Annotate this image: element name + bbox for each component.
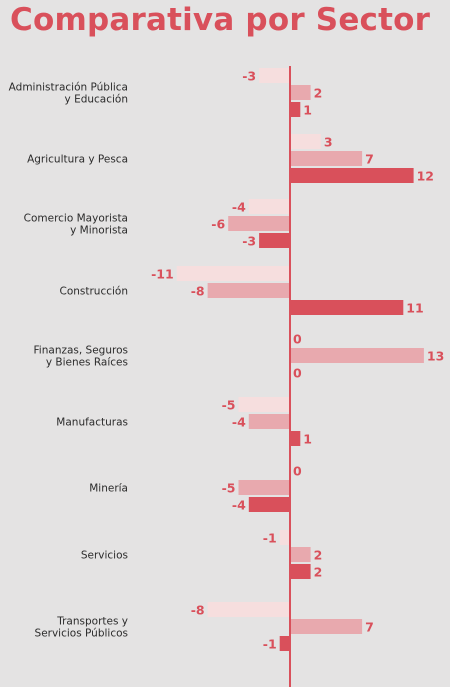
bar [290,547,311,562]
bar [279,636,290,651]
category-label: Servicios Públicos [35,628,128,640]
category-label: Transportes y [56,616,128,628]
bar [290,619,363,634]
bar [259,68,290,83]
bar [228,216,290,231]
bar [238,397,290,412]
category-label: y Educación [65,94,128,106]
data-label: -3 [242,69,256,84]
bar [290,348,424,363]
data-label: 13 [427,349,444,364]
bar [290,168,414,183]
data-label: -4 [232,200,246,215]
category-label: y Bienes Raíces [46,357,128,369]
category-label: Administración Pública [9,82,128,94]
bar [248,414,290,429]
data-label: -5 [222,398,236,413]
category-label: Comercio Mayorista [24,213,128,225]
data-label: 2 [314,86,323,101]
category-label: Servicios [81,550,128,562]
data-label: 3 [324,135,333,150]
bar [290,134,321,149]
data-label: -8 [191,284,205,299]
data-label: -3 [242,234,256,249]
data-label: -1 [263,531,277,546]
data-label: 2 [314,548,323,563]
category-label: Manufacturas [56,417,128,429]
bar [259,233,290,248]
bar [290,564,311,579]
data-label: 0 [293,464,302,479]
bar [248,199,290,214]
category-label: Minería [89,483,128,495]
category-label: Finanzas, Seguros [34,345,128,357]
bar [279,530,290,545]
data-label: 12 [417,169,434,184]
category-label: y Minorista [70,225,128,237]
data-label: -8 [191,603,205,618]
data-label: -1 [263,637,277,652]
bar [290,85,311,100]
data-label: 1 [303,103,312,118]
data-label: 7 [365,620,374,635]
bar [290,151,363,166]
category-label: Construcción [59,286,128,298]
data-label: 0 [293,332,302,347]
bar [290,102,301,117]
data-label: 2 [314,565,323,580]
bar [290,431,301,446]
data-label: -11 [151,267,174,282]
data-label: -4 [232,415,246,430]
data-label: -5 [222,481,236,496]
chart-title: Comparativa por Sector [10,2,431,38]
data-label: 1 [303,432,312,447]
bar [238,480,290,495]
bar [207,602,290,617]
bars-layer [176,68,424,651]
bar [207,283,290,298]
data-label: -4 [232,498,246,513]
data-label: 0 [293,366,302,381]
data-label: 7 [365,152,374,167]
category-label: Agricultura y Pesca [27,154,128,166]
data-label: 11 [406,301,423,316]
data-label: -6 [211,217,225,232]
bar [176,266,290,281]
bar [248,497,290,512]
bar [290,300,404,315]
